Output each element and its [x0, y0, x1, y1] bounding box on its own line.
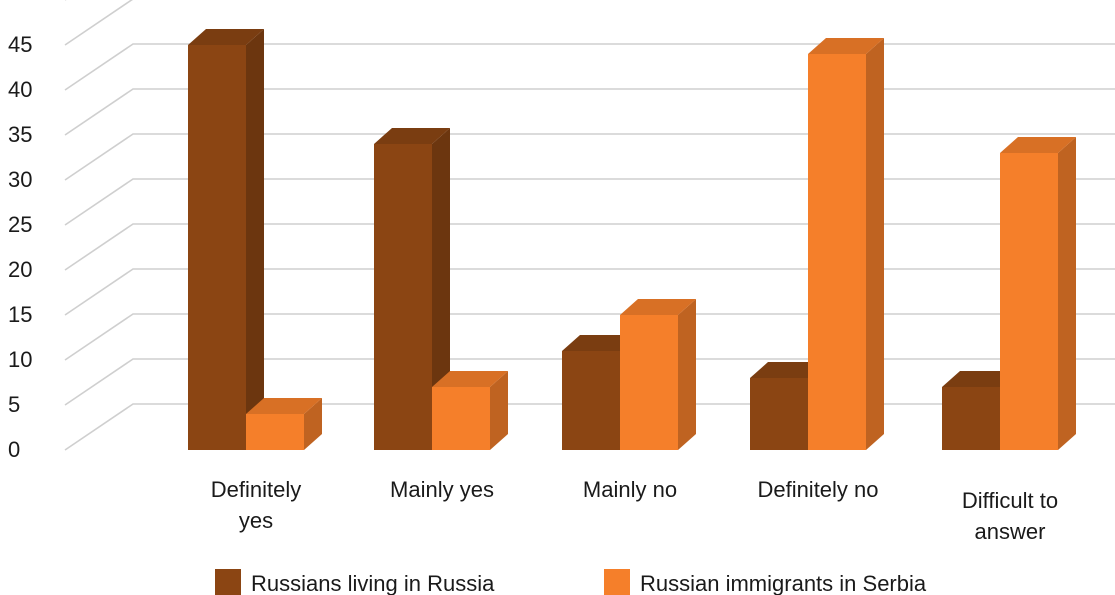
legend-label: Russian immigrants in Serbia: [640, 571, 927, 595]
gridline: [64, 133, 1115, 181]
bar: [808, 38, 884, 450]
category-label-line: yes: [239, 508, 273, 533]
category-label: Definitely no: [757, 477, 878, 502]
category-label: Definitely yes: [211, 477, 301, 533]
gridline: [64, 358, 1115, 406]
legend-item: Russians living in Russia: [215, 569, 495, 595]
category-label-line: Mainly yes: [390, 477, 494, 502]
gridline: [64, 88, 1115, 136]
y-tick-label: 45: [8, 32, 32, 57]
y-tick-label: 35: [8, 122, 32, 147]
category-label-line: Difficult to: [962, 488, 1058, 513]
bar: [246, 398, 322, 450]
y-tick-label: 30: [8, 167, 32, 192]
category-label-line: Definitely: [211, 477, 301, 502]
y-tick-label: 10: [8, 347, 32, 372]
y-tick-label: 0: [8, 437, 20, 462]
bar-front: [562, 351, 620, 450]
bar-top: [246, 398, 322, 414]
bar-top: [374, 128, 450, 144]
bars: [188, 29, 1076, 450]
y-tick-label: 40: [8, 77, 32, 102]
category-label: Mainly yes: [390, 477, 494, 502]
bar-front: [750, 378, 808, 450]
bar: [432, 371, 508, 450]
y-tick-label: 5: [8, 392, 20, 417]
y-axis-ticks: 0 5 10 15 20 25 30 35 40 45: [8, 32, 32, 462]
bar: [1000, 137, 1076, 450]
gridline: [64, 268, 1115, 316]
bar-top: [432, 371, 508, 387]
bar-top: [188, 29, 264, 45]
bar-top: [750, 362, 826, 378]
bar-front: [432, 387, 490, 450]
bar-top: [808, 38, 884, 54]
legend-swatch: [215, 569, 241, 595]
category-label-line: Definitely no: [757, 477, 878, 502]
bar-side: [432, 128, 450, 450]
bar-top: [942, 371, 1018, 387]
bar-front: [246, 414, 304, 450]
bar-front: [808, 54, 866, 450]
y-tick-label: 20: [8, 257, 32, 282]
bar-front: [188, 45, 246, 450]
bar-top: [562, 335, 638, 351]
bar: [374, 128, 450, 450]
legend: Russians living in Russia Russian immigra…: [215, 569, 927, 595]
x-axis-labels: Definitely yes Mainly yes Mainly no Definite…: [211, 477, 1058, 544]
legend-item: Russian immigrants in Serbia: [604, 569, 927, 595]
bar: [188, 29, 264, 450]
bar-side: [304, 398, 322, 450]
legend-swatch: [604, 569, 630, 595]
bar-front: [942, 387, 1000, 450]
legend-label: Russians living in Russia: [251, 571, 495, 595]
category-label-line: answer: [975, 519, 1046, 544]
bar-front: [1000, 153, 1058, 450]
bar-top: [1000, 137, 1076, 153]
bar: [620, 299, 696, 450]
bar-top: [620, 299, 696, 315]
bar-side: [866, 38, 884, 450]
bar-side: [246, 29, 264, 450]
gridlines: [64, 0, 1115, 451]
category-label: Mainly no: [583, 477, 677, 502]
gridline: [64, 178, 1115, 226]
bar-side: [490, 371, 508, 450]
category-label-line: Mainly no: [583, 477, 677, 502]
gridline: [64, 43, 1115, 91]
gridline: [64, 223, 1115, 271]
bar-side: [678, 299, 696, 450]
bar-side: [1058, 137, 1076, 450]
category-label: Difficult to answer: [962, 488, 1058, 544]
y-tick-label: 15: [8, 302, 32, 327]
bar-front: [620, 315, 678, 450]
bar-front: [374, 144, 432, 450]
gridline: [64, 313, 1115, 361]
y-tick-label: 25: [8, 212, 32, 237]
gridline: [64, 0, 133, 46]
